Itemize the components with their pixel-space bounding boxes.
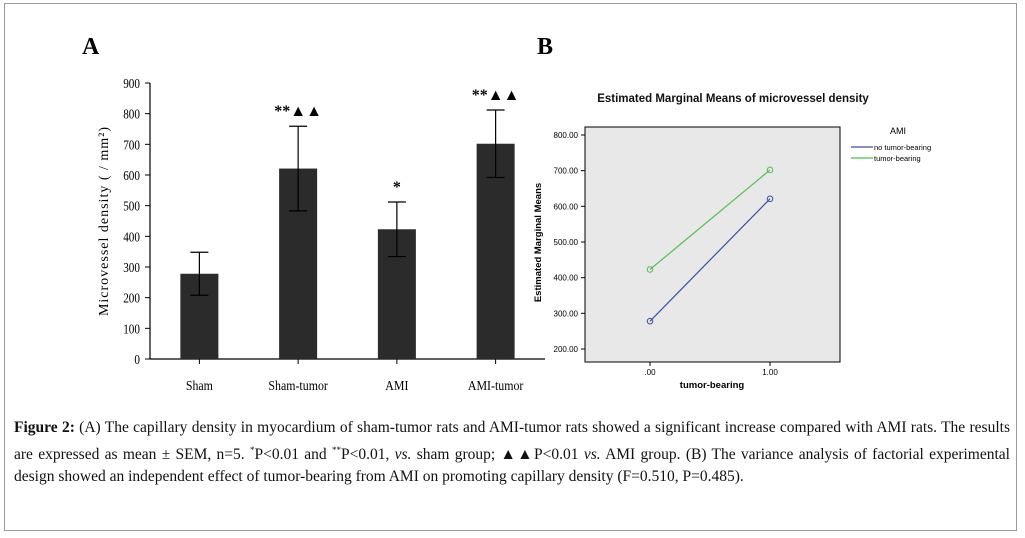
y-tick-label-7: 700 — [123, 137, 140, 152]
caption-sup-2: ** — [331, 445, 341, 455]
x-tick-label-3: AMI-tumor — [468, 377, 524, 393]
y-tick-label-2: 200 — [123, 291, 140, 306]
series-1-point-0 — [646, 266, 654, 273]
y-axis-label: Microvessel density ( / mm²) — [97, 126, 112, 316]
y-tick-label-5: 500 — [123, 199, 140, 214]
series-line-0 — [649, 198, 771, 322]
b-x-tick-label-0: .00 — [644, 368, 656, 377]
x-tick-label-2: AMI — [385, 377, 408, 393]
legend-title: AMI — [890, 126, 906, 136]
legend-label-0: no tumor-bearing — [874, 143, 931, 152]
caption-sup-1: * — [249, 445, 255, 455]
caption-text-5: AMI group. (B) The variance analysis of … — [14, 446, 1010, 486]
panel-a-label: A — [82, 34, 100, 60]
y-tick-label-0: 0 — [134, 352, 140, 367]
caption-text-2: P<0.01 and — [254, 446, 332, 464]
legend-label-1: tumor-bearing — [874, 154, 921, 163]
significance-mark-1: **▲▲ — [274, 103, 322, 120]
b-y-tick-label-4: 600.00 — [554, 202, 579, 211]
b-y-tick-label-1: 300.00 — [554, 309, 579, 318]
series-0-point-0 — [646, 317, 654, 325]
y-tick-label-9: 900 — [123, 76, 140, 91]
b-y-tick-label-5: 700.00 — [554, 167, 579, 176]
significance-mark-3: **▲▲ — [472, 87, 520, 104]
b-y-tick-label-3: 500.00 — [554, 238, 579, 247]
bar-ami-tumor — [476, 143, 515, 359]
b-y-tick-label-6: 800.00 — [554, 131, 579, 140]
plot-area-b — [584, 126, 841, 363]
y-tick-label-6: 600 — [123, 168, 140, 183]
caption-figure-label: Figure 2: — [14, 419, 75, 436]
y-tick-label-8: 800 — [123, 107, 140, 122]
b-x-tick-label-1: 1.00 — [762, 368, 778, 377]
panel-b-label: B — [537, 34, 554, 60]
y-tick-label-3: 300 — [123, 260, 140, 275]
x-tick-label-1: Sham-tumor — [268, 377, 328, 393]
y-tick-label-4: 400 — [123, 229, 140, 244]
series-1-point-1 — [766, 166, 774, 174]
x-tick-label-0: Sham — [186, 377, 213, 393]
series-line-1 — [649, 169, 771, 270]
caption-text-4: sham group; ▲▲P<0.01 — [411, 446, 584, 464]
significance-mark-2: * — [393, 179, 401, 196]
caption-vs-2: vs. — [583, 446, 601, 464]
b-y-tick-label-0: 200.00 — [554, 345, 579, 354]
caption-text-3: P<0.01, — [340, 446, 395, 464]
b-x-axis-label: tumor-bearing — [680, 380, 745, 391]
series-0-point-1 — [766, 195, 774, 203]
figure-caption: Figure 2: (A) The capillary density in m… — [14, 417, 1010, 488]
caption-vs-1: vs. — [394, 446, 412, 464]
b-y-tick-label-2: 400.00 — [554, 274, 579, 283]
y-tick-label-1: 100 — [123, 321, 140, 336]
caption-text-1: (A) The capillary density in myocardium … — [14, 419, 1010, 464]
b-y-axis-label: Estimated Marginal Means — [533, 183, 544, 302]
chart-b-title: Estimated Marginal Means of microvessel … — [597, 93, 869, 105]
